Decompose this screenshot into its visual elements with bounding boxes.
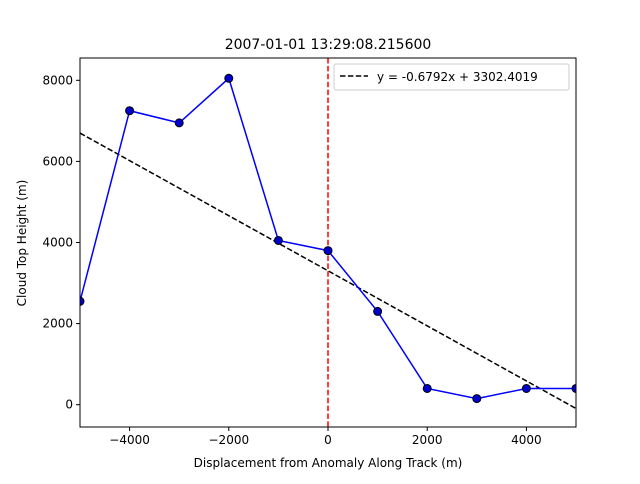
data-point <box>224 73 234 83</box>
data-point <box>125 106 135 116</box>
chart-title: 2007-01-01 13:29:08.215600 <box>225 37 432 53</box>
x-tick-label: 4000 <box>511 433 542 447</box>
data-point <box>472 394 482 404</box>
legend-box <box>333 63 570 91</box>
y-tick-label: 8000 <box>42 73 73 87</box>
x-tick-label: −4000 <box>109 433 150 447</box>
data-point <box>174 118 184 128</box>
y-tick-label: 6000 <box>42 154 73 168</box>
plot-frame <box>79 57 577 428</box>
data-point <box>273 235 283 245</box>
data-point <box>571 383 576 393</box>
legend: y = -0.6792x + 3302.4019 <box>333 63 570 91</box>
y-axis-label: Cloud Top Height (m) <box>15 180 29 307</box>
x-tick-label: 0 <box>324 433 332 447</box>
data-point <box>80 296 85 306</box>
legend-fit-line-label: y = -0.6792x + 3302.4019 <box>377 70 538 84</box>
series-layer <box>80 58 576 427</box>
data-point <box>373 306 383 316</box>
data-point <box>323 246 333 256</box>
y-tick-label: 4000 <box>42 236 73 250</box>
y-axis-ticks: 0 2000 4000 6000 8000 <box>42 73 80 412</box>
x-axis-ticks: −4000 −2000 0 2000 4000 <box>109 427 542 447</box>
y-tick-label: 0 <box>65 398 73 412</box>
x-tick-label: −2000 <box>209 433 250 447</box>
y-tick-label: 2000 <box>42 317 73 331</box>
plot-content <box>80 58 576 427</box>
data-point <box>521 383 531 393</box>
x-tick-label: 2000 <box>412 433 443 447</box>
x-axis-label: Displacement from Anomaly Along Track (m… <box>194 456 463 470</box>
data-point <box>422 383 432 393</box>
